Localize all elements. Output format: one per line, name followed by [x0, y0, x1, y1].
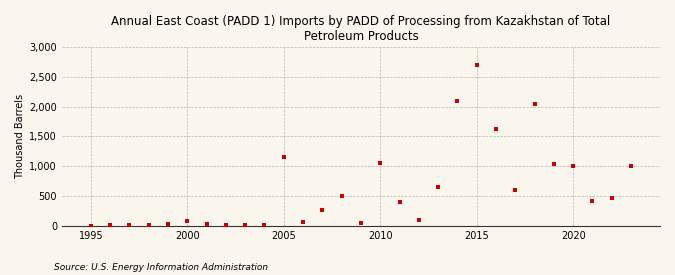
Point	[86, 224, 97, 228]
Point	[143, 223, 154, 227]
Text: Source: U.S. Energy Information Administration: Source: U.S. Energy Information Administ…	[54, 263, 268, 272]
Y-axis label: Thousand Barrels: Thousand Barrels	[15, 94, 25, 179]
Point	[124, 222, 135, 227]
Point	[221, 222, 232, 227]
Point	[587, 199, 598, 203]
Point	[240, 223, 250, 227]
Point	[356, 221, 367, 225]
Point	[626, 164, 637, 169]
Point	[549, 162, 560, 167]
Point	[163, 222, 173, 227]
Point	[568, 164, 578, 169]
Point	[259, 223, 270, 227]
Point	[413, 218, 424, 222]
Point	[317, 208, 328, 212]
Point	[182, 219, 192, 224]
Point	[471, 63, 482, 67]
Point	[298, 219, 308, 224]
Point	[105, 223, 115, 227]
Point	[201, 222, 212, 226]
Point	[433, 185, 443, 189]
Point	[606, 196, 617, 201]
Point	[510, 188, 520, 192]
Point	[491, 127, 502, 131]
Point	[529, 101, 540, 106]
Point	[278, 155, 289, 160]
Point	[336, 194, 347, 198]
Title: Annual East Coast (PADD 1) Imports by PADD of Processing from Kazakhstan of Tota: Annual East Coast (PADD 1) Imports by PA…	[111, 15, 611, 43]
Point	[375, 161, 385, 166]
Point	[452, 98, 463, 103]
Point	[394, 200, 405, 204]
